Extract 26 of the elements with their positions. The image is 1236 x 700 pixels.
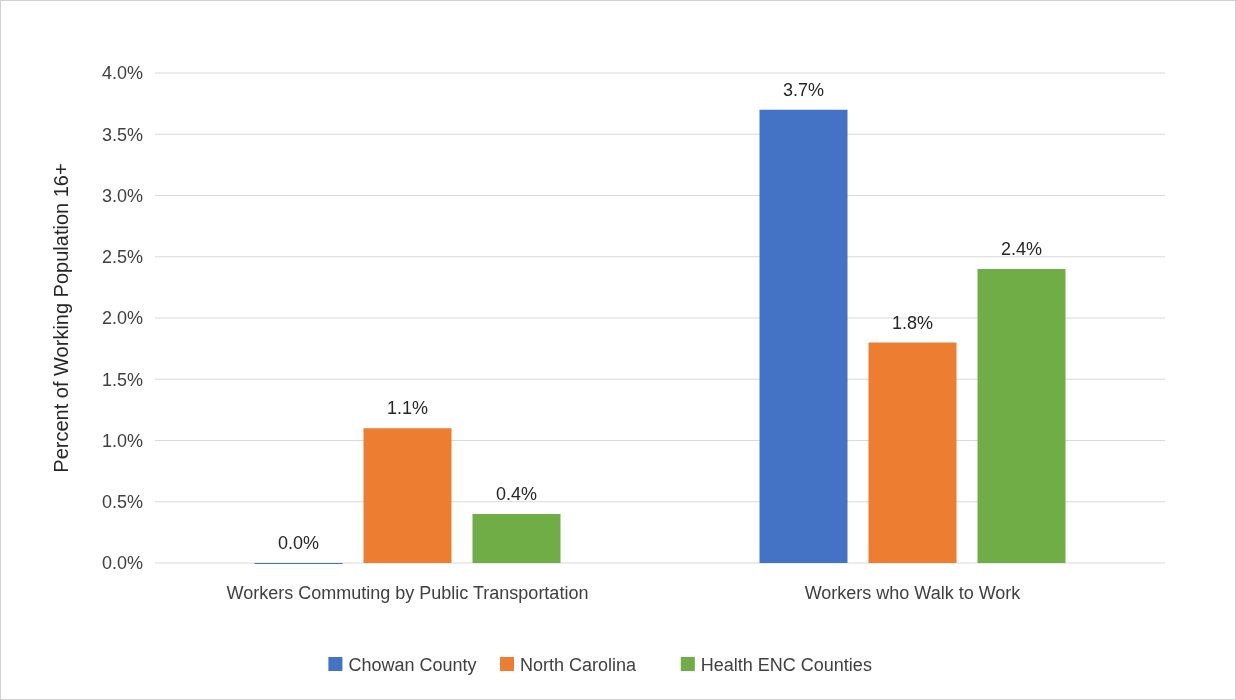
legend-label: Health ENC Counties xyxy=(700,655,872,676)
y-tick-label: 0.5% xyxy=(101,492,143,513)
bar xyxy=(363,428,452,563)
x-tick-label: Workers who Walk to Work xyxy=(804,583,1022,603)
y-tick-label: 1.0% xyxy=(101,430,143,451)
bar xyxy=(759,109,848,563)
data-label: 1.8% xyxy=(891,312,934,333)
data-label: 1.1% xyxy=(386,398,429,419)
y-tick-label: 3.5% xyxy=(101,124,143,145)
x-tick-label: Workers Commuting by Public Transportation xyxy=(226,583,589,603)
data-label: 0.4% xyxy=(495,484,538,504)
bar xyxy=(868,342,957,563)
data-label: 2.4% xyxy=(1000,239,1043,259)
y-axis-title: Percent of Working Population 16+ xyxy=(50,163,72,473)
bar xyxy=(977,269,1066,563)
y-tick-label: 1.5% xyxy=(101,369,143,390)
bar xyxy=(472,514,561,563)
y-tick-label: 3.0% xyxy=(101,185,143,206)
data-label: 3.7% xyxy=(782,79,825,100)
data-label: 0.0% xyxy=(277,533,320,553)
y-tick-label: 0.0% xyxy=(101,553,143,574)
y-tick-label: 2.0% xyxy=(101,308,143,329)
y-tick-label: 4.0% xyxy=(101,63,143,84)
legend-label: North Carolina xyxy=(520,655,638,676)
y-tick-label: 2.5% xyxy=(101,247,143,268)
legend-label: Chowan County xyxy=(348,655,477,676)
